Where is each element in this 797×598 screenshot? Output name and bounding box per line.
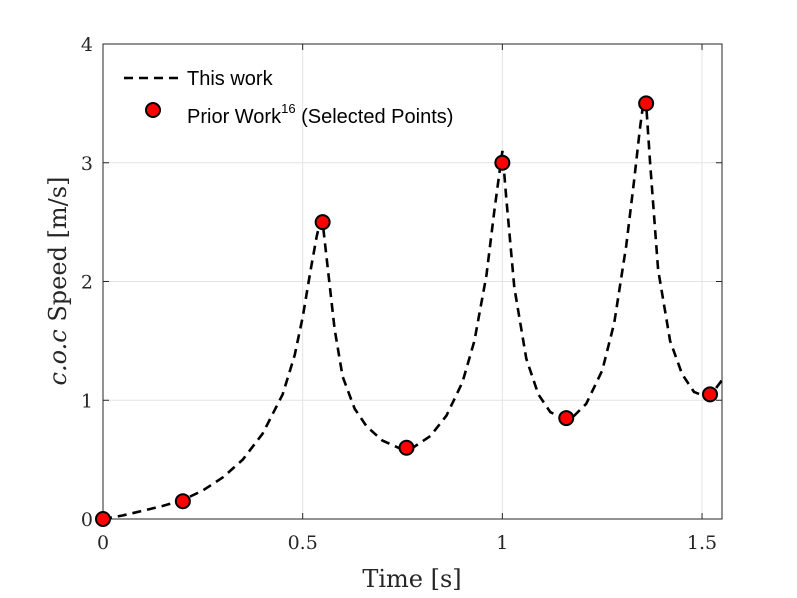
y-tick-label: 4 — [81, 34, 93, 56]
y-tick-label: 2 — [81, 272, 93, 294]
y-axis-label-rest: Speed [m/s] — [44, 177, 72, 330]
legend-entry-this-work: This work — [187, 68, 274, 90]
x-tick-label: 1.5 — [687, 532, 717, 554]
data-point — [558, 410, 575, 427]
y-tick-label: 0 — [81, 509, 93, 531]
legend: This work Prior Work16 (Selected Points) — [124, 68, 453, 128]
y-tick-label: 3 — [81, 153, 93, 175]
y-tick-label: 1 — [81, 390, 93, 412]
data-point — [95, 511, 111, 527]
legend-prior-work-main: Prior Work — [187, 106, 282, 128]
y-axis-label-italic: c.o.c — [44, 329, 72, 385]
data-point — [314, 214, 331, 231]
data-point — [702, 386, 719, 403]
x-tick-label: 0.5 — [288, 532, 318, 554]
legend-marker-sample — [145, 102, 161, 118]
series-line-this-work — [102, 96, 724, 521]
y-tick-labels: 0 1 2 3 4 — [81, 34, 93, 531]
data-point — [494, 154, 511, 171]
x-axis-label: Time [s] — [362, 565, 461, 593]
data-point — [638, 95, 655, 112]
data-point — [174, 493, 191, 510]
y-axis-label: c.o.c Speed [m/s] — [44, 177, 72, 386]
x-tick-label: 1 — [496, 532, 508, 554]
x-tick-labels: 0 0.5 1 1.5 — [97, 532, 717, 554]
legend-entry-prior-work: Prior Work16 (Selected Points) — [187, 101, 453, 128]
x-tick-label: 0 — [97, 532, 109, 554]
legend-prior-work-suffix: (Selected Points) — [296, 106, 454, 128]
series-markers-prior-work — [95, 95, 719, 527]
data-point — [398, 439, 415, 456]
legend-prior-work-sup: 16 — [281, 101, 295, 116]
